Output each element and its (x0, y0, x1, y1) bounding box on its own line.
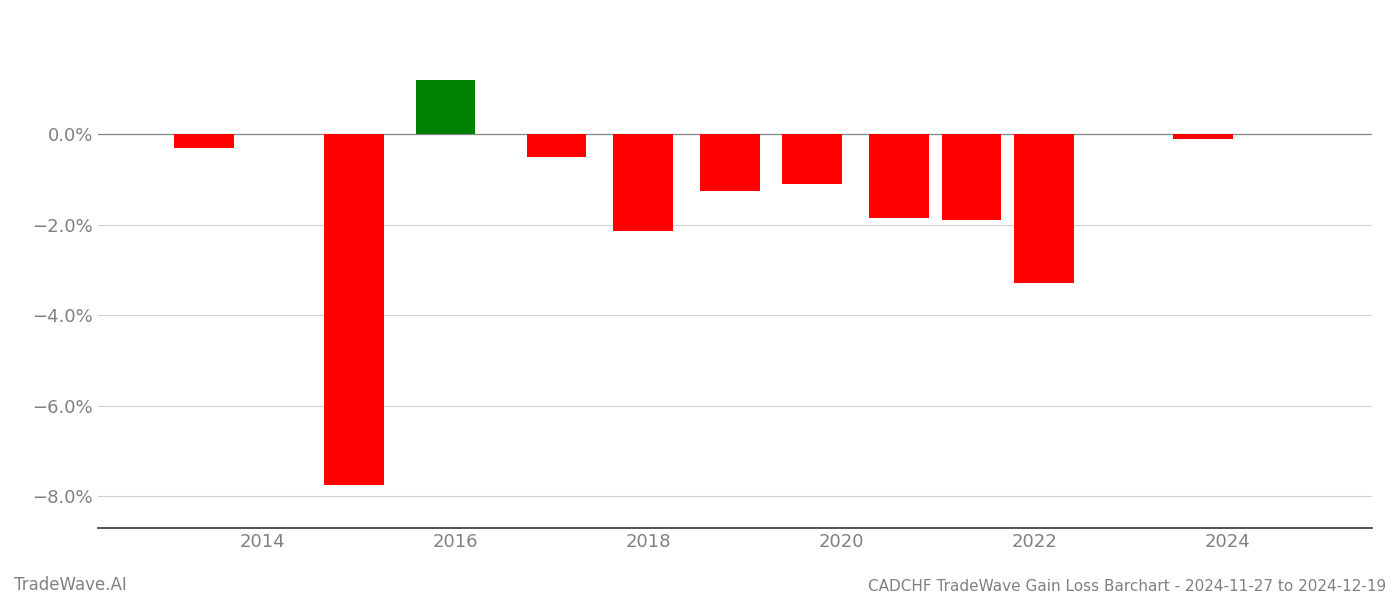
Bar (416, 80, 476, 134)
Bar (700, 134, 760, 191)
Text: CADCHF TradeWave Gain Loss Barchart - 2024-11-27 to 2024-12-19: CADCHF TradeWave Gain Loss Barchart - 20… (868, 579, 1386, 594)
Bar (1014, 134, 1074, 283)
Bar (942, 134, 1001, 220)
Bar (869, 134, 930, 218)
Bar (174, 134, 234, 148)
Bar (613, 134, 673, 232)
Bar (526, 134, 587, 157)
Text: TradeWave.AI: TradeWave.AI (14, 576, 127, 594)
Bar (783, 134, 843, 184)
Bar (323, 134, 384, 485)
Bar (1173, 134, 1233, 139)
